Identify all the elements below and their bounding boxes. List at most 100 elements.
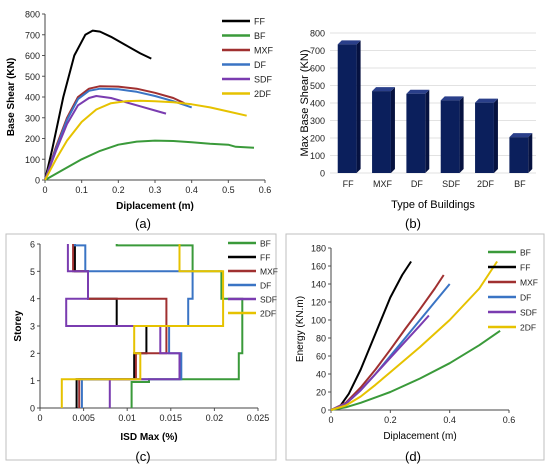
y-tick-label: 200: [25, 134, 40, 144]
bar-df: [406, 93, 426, 173]
y-tick-label: 0: [320, 169, 325, 179]
x-tick-label: 0.2: [112, 185, 125, 195]
x-tick-label: 0.6: [259, 185, 272, 195]
legend-label: 2DF: [520, 323, 536, 333]
series-line-df: [44, 87, 193, 181]
x-tick-label: 0.01: [118, 413, 136, 423]
legend-label: BF: [260, 239, 271, 249]
x-tick-label: 0: [42, 185, 47, 195]
legend-label: BF: [254, 31, 266, 41]
y-tick-label: 400: [25, 93, 40, 103]
bar-2df: [475, 102, 494, 173]
legend-label: DF: [260, 281, 271, 291]
y-tick-label: 180: [311, 244, 326, 254]
x-tick-label: 0.3: [149, 185, 162, 195]
x-tick-label: DF: [411, 179, 423, 189]
series-line-sdf: [330, 314, 430, 411]
x-tick-label: 0.2: [384, 415, 397, 425]
y-tick-label: 3: [30, 322, 35, 332]
y-tick-label: 100: [310, 151, 325, 161]
y-axis-title: Max Base Shear (KN): [299, 50, 311, 157]
bar-bf: [509, 137, 529, 173]
bar-top: [475, 98, 498, 103]
y-tick-label: 800: [25, 10, 40, 20]
x-tick-label: 0.015: [160, 413, 183, 423]
x-tick-label: MXF: [373, 179, 393, 189]
series-line-mxf: [44, 85, 185, 181]
series-step-bf: [115, 244, 244, 408]
y-tick-label: 140: [311, 280, 326, 290]
series-line-bf: [330, 329, 501, 411]
legend-label: MXF: [520, 278, 538, 288]
bar-top: [406, 89, 430, 94]
x-tick-label: 0.025: [247, 413, 270, 423]
bar-side: [459, 96, 464, 173]
caption-c: (c): [135, 449, 150, 464]
series-line-ff: [44, 29, 152, 181]
series-step-2df: [60, 244, 225, 408]
bar-top: [337, 40, 361, 45]
y-tick-label: 0: [30, 404, 35, 414]
legend-label: 2DF: [254, 89, 272, 99]
y-tick-label: 6: [30, 240, 35, 250]
x-axis-title: Diplacement (m): [116, 201, 194, 212]
series-line-2df: [330, 260, 498, 411]
legend-label: DF: [520, 293, 531, 303]
panel-c-frame: [5, 233, 277, 461]
y-tick-label: 300: [25, 113, 40, 123]
x-tick-label: 2DF: [477, 179, 495, 189]
y-tick-label: 120: [311, 298, 326, 308]
y-tick-label: 60: [316, 352, 326, 362]
bar-ff: [337, 44, 357, 173]
y-tick-label: 4: [30, 294, 35, 304]
legend-label: FF: [260, 253, 270, 263]
bar-side: [493, 98, 498, 173]
y-tick-label: 80: [316, 334, 326, 344]
legend-label: SDF: [260, 295, 277, 305]
y-axis-title: Storey: [13, 310, 24, 342]
bar-top: [509, 133, 533, 138]
y-tick-label: 0: [35, 176, 40, 186]
bar-mxf: [372, 91, 391, 173]
y-tick-label: 600: [25, 51, 40, 61]
y-tick-label: 600: [310, 64, 325, 74]
bar-sdf: [440, 100, 460, 173]
legend-label: 2DF: [260, 309, 276, 319]
y-tick-label: 300: [310, 116, 325, 126]
legend-label: SDF: [254, 75, 273, 85]
legend-label: MXF: [254, 46, 274, 56]
bar-side: [425, 89, 430, 173]
y-tick-label: 40: [316, 370, 326, 380]
y-tick-label: 500: [310, 81, 325, 91]
y-tick-label: 20: [316, 388, 326, 398]
legend-label: FF: [254, 17, 265, 27]
caption-a: (a): [135, 216, 151, 231]
x-tick-label: 0.6: [503, 415, 516, 425]
y-tick-label: 160: [311, 262, 326, 272]
x-tick-label: 0: [37, 413, 42, 423]
y-axis-title: Energy (KN.m): [295, 296, 306, 362]
bar-side: [390, 87, 395, 173]
y-tick-label: 700: [25, 30, 40, 40]
x-tick-label: 0.005: [72, 413, 95, 423]
series-line-mxf: [330, 274, 445, 411]
y-tick-label: 100: [311, 316, 326, 326]
panel-b-bar-chart: 0 100 200 300 400 500 600 700 800 FF MXF DF SDF 2DF BF…: [299, 29, 536, 211]
caption-d: (d): [405, 449, 421, 464]
x-tick-label: BF: [514, 179, 526, 189]
y-tick-label: 0: [321, 406, 326, 416]
x-tick-label: 0.02: [206, 413, 224, 423]
panel-d-line-chart: 0 20 40 60 80 100 120 140 160 180 0 0.2 0.4 0.6 Diplac…: [295, 244, 538, 443]
series-line-2df: [44, 99, 247, 181]
panel-a-line-chart: 0 100 200 300 400 500 600 700 800 0 0.1 0.2 0.3 0.4 0.…: [6, 10, 274, 213]
series-line-bf: [44, 139, 255, 181]
y-tick-label: 5: [30, 267, 35, 277]
bar-top: [372, 87, 395, 92]
x-tick-label: 0.4: [443, 415, 456, 425]
legend-label: FF: [520, 263, 530, 273]
x-tick-label: SDF: [442, 179, 461, 189]
x-tick-label: 0.5: [222, 185, 235, 195]
series-line-sdf: [44, 95, 167, 181]
y-tick-label: 700: [310, 46, 325, 56]
